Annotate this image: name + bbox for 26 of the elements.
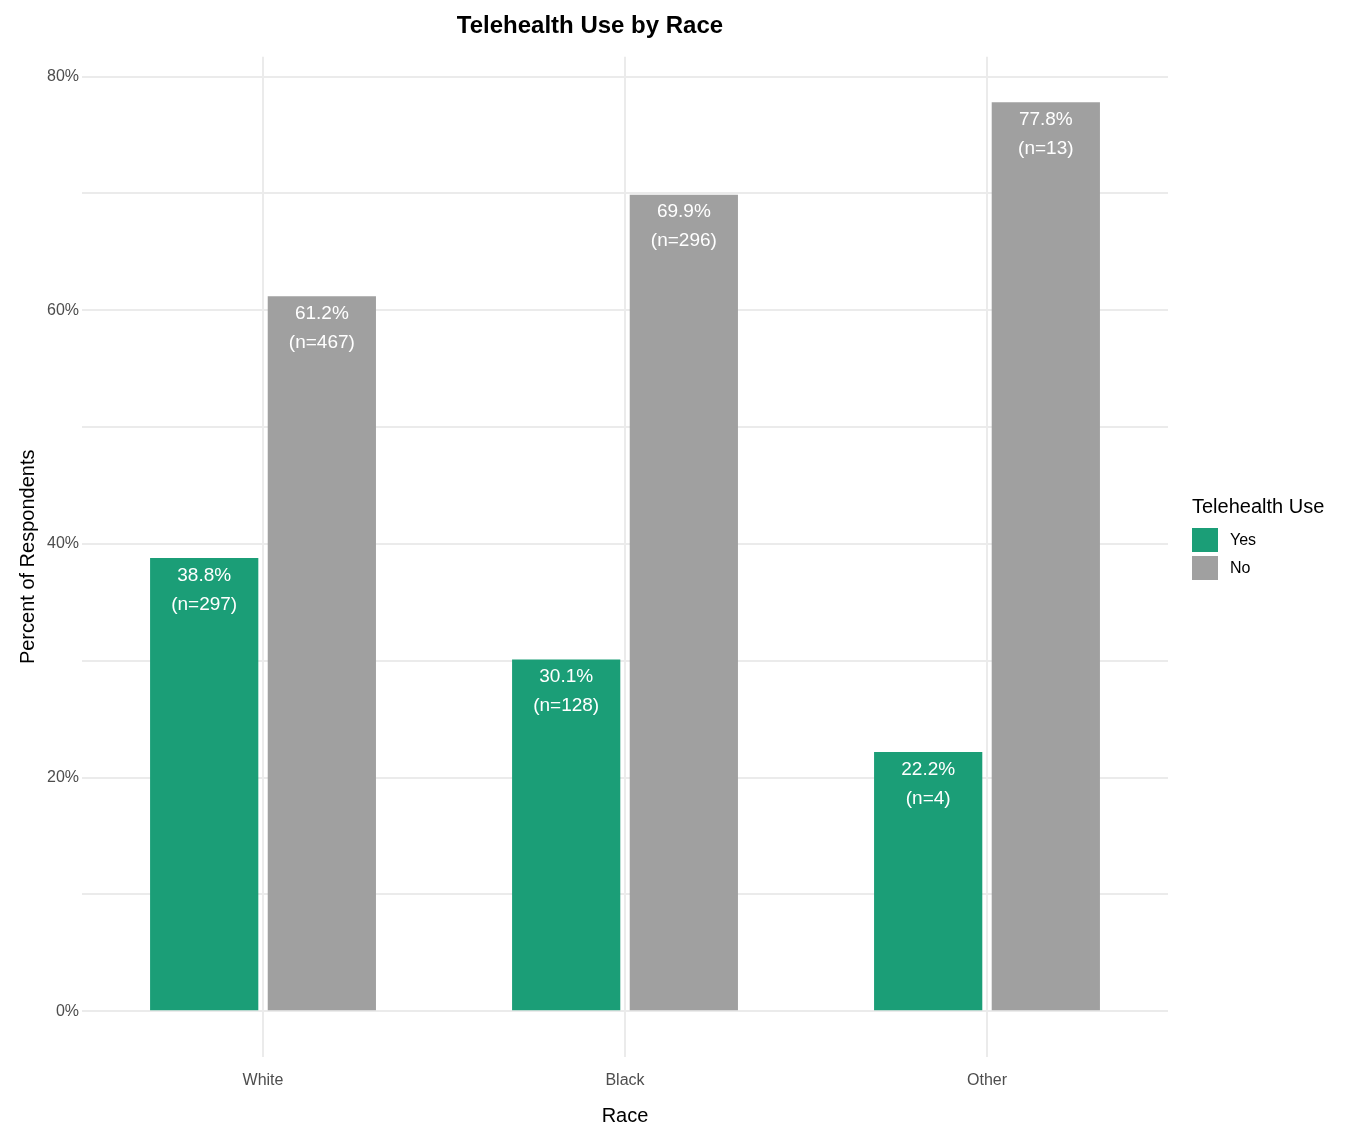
x-tick-label: White — [242, 1070, 284, 1088]
data-label: 38.8% (n=297) — [171, 563, 238, 614]
bar — [267, 296, 376, 1011]
bar — [991, 102, 1100, 1011]
y-tick-label: 40% — [46, 534, 80, 552]
data-label: 22.2% (n=4) — [901, 757, 956, 808]
y-axis-title: Percent of Respondents — [15, 449, 38, 665]
bar — [629, 194, 738, 1011]
x-tick-label: Other — [967, 1070, 1008, 1088]
y-tick-label: 0% — [55, 1001, 80, 1019]
x-tick-label: Black — [605, 1070, 646, 1088]
data-label: 61.2% (n=467) — [288, 302, 355, 353]
chart-title: Telehealth Use by Race — [456, 11, 724, 39]
x-axis-title: Race — [601, 1103, 649, 1126]
y-tick-label: 20% — [46, 768, 80, 785]
bar — [874, 751, 983, 1011]
data-label: 77.8% (n=13) — [1018, 108, 1074, 159]
bar — [150, 557, 259, 1011]
data-label: 30.1% (n=128) — [533, 665, 600, 716]
y-tick-label: 60% — [46, 300, 80, 318]
bar — [512, 659, 621, 1011]
legend-title: Telehealth Use — [1192, 494, 1325, 518]
y-tick-label: 80% — [46, 67, 80, 85]
legend-label: No — [1230, 558, 1251, 577]
data-label: 69.9% (n=296) — [650, 200, 717, 251]
legend-label: Yes — [1230, 530, 1257, 549]
